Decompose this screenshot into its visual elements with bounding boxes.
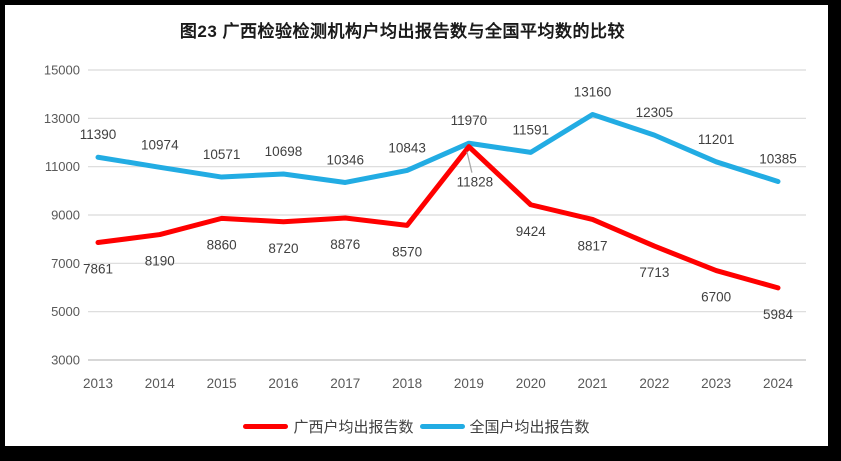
guangxi-line-swatch bbox=[243, 424, 289, 429]
legend-label-guangxi: 广西户均出报告数 bbox=[293, 419, 414, 436]
legend-item-guangxi: 广西户均出报告数 bbox=[243, 416, 414, 437]
x-axis-label: 2018 bbox=[392, 376, 422, 391]
y-axis-label: 7000 bbox=[51, 256, 80, 271]
series-line-guangxi bbox=[95, 144, 781, 291]
data-label: 13160 bbox=[574, 84, 612, 99]
y-axis-label: 15000 bbox=[44, 63, 80, 78]
legend-label-national: 全国户均出报告数 bbox=[469, 419, 590, 436]
series-line-national bbox=[95, 111, 781, 185]
x-axis-label: 2022 bbox=[639, 376, 669, 391]
national-line-swatch bbox=[419, 424, 465, 429]
legend: 广西户均出报告数 全国户均出报告数 bbox=[5, 416, 828, 437]
x-axis-label: 2024 bbox=[763, 376, 794, 391]
y-axis-label: 3000 bbox=[51, 353, 80, 368]
data-label: 10385 bbox=[759, 152, 797, 167]
x-axis-label: 2014 bbox=[145, 376, 176, 391]
data-label: 8860 bbox=[207, 237, 237, 252]
leader-line bbox=[466, 151, 473, 173]
x-axis-label: 2023 bbox=[701, 376, 731, 391]
data-label: 8190 bbox=[145, 254, 175, 269]
chart-frame: 图23 广西检验检测机构户均出报告数与全国平均数的比较 3000 5000 7000… bbox=[5, 5, 828, 446]
y-axis-label: 11000 bbox=[45, 159, 80, 174]
x-axis-label: 2016 bbox=[268, 376, 298, 391]
data-label: 5984 bbox=[763, 307, 794, 322]
data-label: 12305 bbox=[636, 105, 674, 120]
data-label: 11591 bbox=[512, 122, 549, 137]
data-label: 8570 bbox=[392, 244, 422, 259]
data-label: 8876 bbox=[330, 237, 360, 252]
chart-title: 图23 广西检验检测机构户均出报告数与全国平均数的比较 bbox=[179, 22, 626, 41]
x-axis-label: 2015 bbox=[207, 376, 237, 391]
data-label: 11201 bbox=[698, 132, 735, 147]
data-label: 10843 bbox=[388, 140, 426, 155]
legend-item-national: 全国户均出报告数 bbox=[419, 416, 590, 437]
x-axis-label: 2020 bbox=[516, 376, 546, 391]
data-label: 8720 bbox=[268, 241, 298, 256]
data-label: 11970 bbox=[451, 113, 488, 128]
y-axis-label: 5000 bbox=[51, 304, 80, 319]
x-axis-label: 2019 bbox=[454, 376, 484, 391]
chart-svg: 3000 5000 7000 9000 11000 13000 15000 2013 2014 2… bbox=[44, 63, 806, 391]
y-axis-label: 13000 bbox=[44, 111, 80, 126]
data-label: 10974 bbox=[141, 137, 179, 152]
data-label: 10571 bbox=[203, 147, 241, 162]
data-label: 7861 bbox=[83, 262, 113, 277]
data-label: 11390 bbox=[80, 127, 117, 142]
data-label: 11828 bbox=[457, 175, 494, 190]
y-axis-label: 9000 bbox=[51, 208, 80, 223]
x-axis-label: 2021 bbox=[578, 376, 608, 391]
data-label: 6700 bbox=[701, 290, 731, 305]
data-label: 10346 bbox=[326, 152, 364, 167]
data-label: 8817 bbox=[578, 238, 608, 253]
data-label: 7713 bbox=[639, 265, 669, 280]
x-axis-label: 2013 bbox=[83, 376, 113, 391]
data-label: 10698 bbox=[265, 144, 303, 159]
data-label: 9424 bbox=[516, 224, 547, 239]
x-axis-label: 2017 bbox=[330, 376, 360, 391]
